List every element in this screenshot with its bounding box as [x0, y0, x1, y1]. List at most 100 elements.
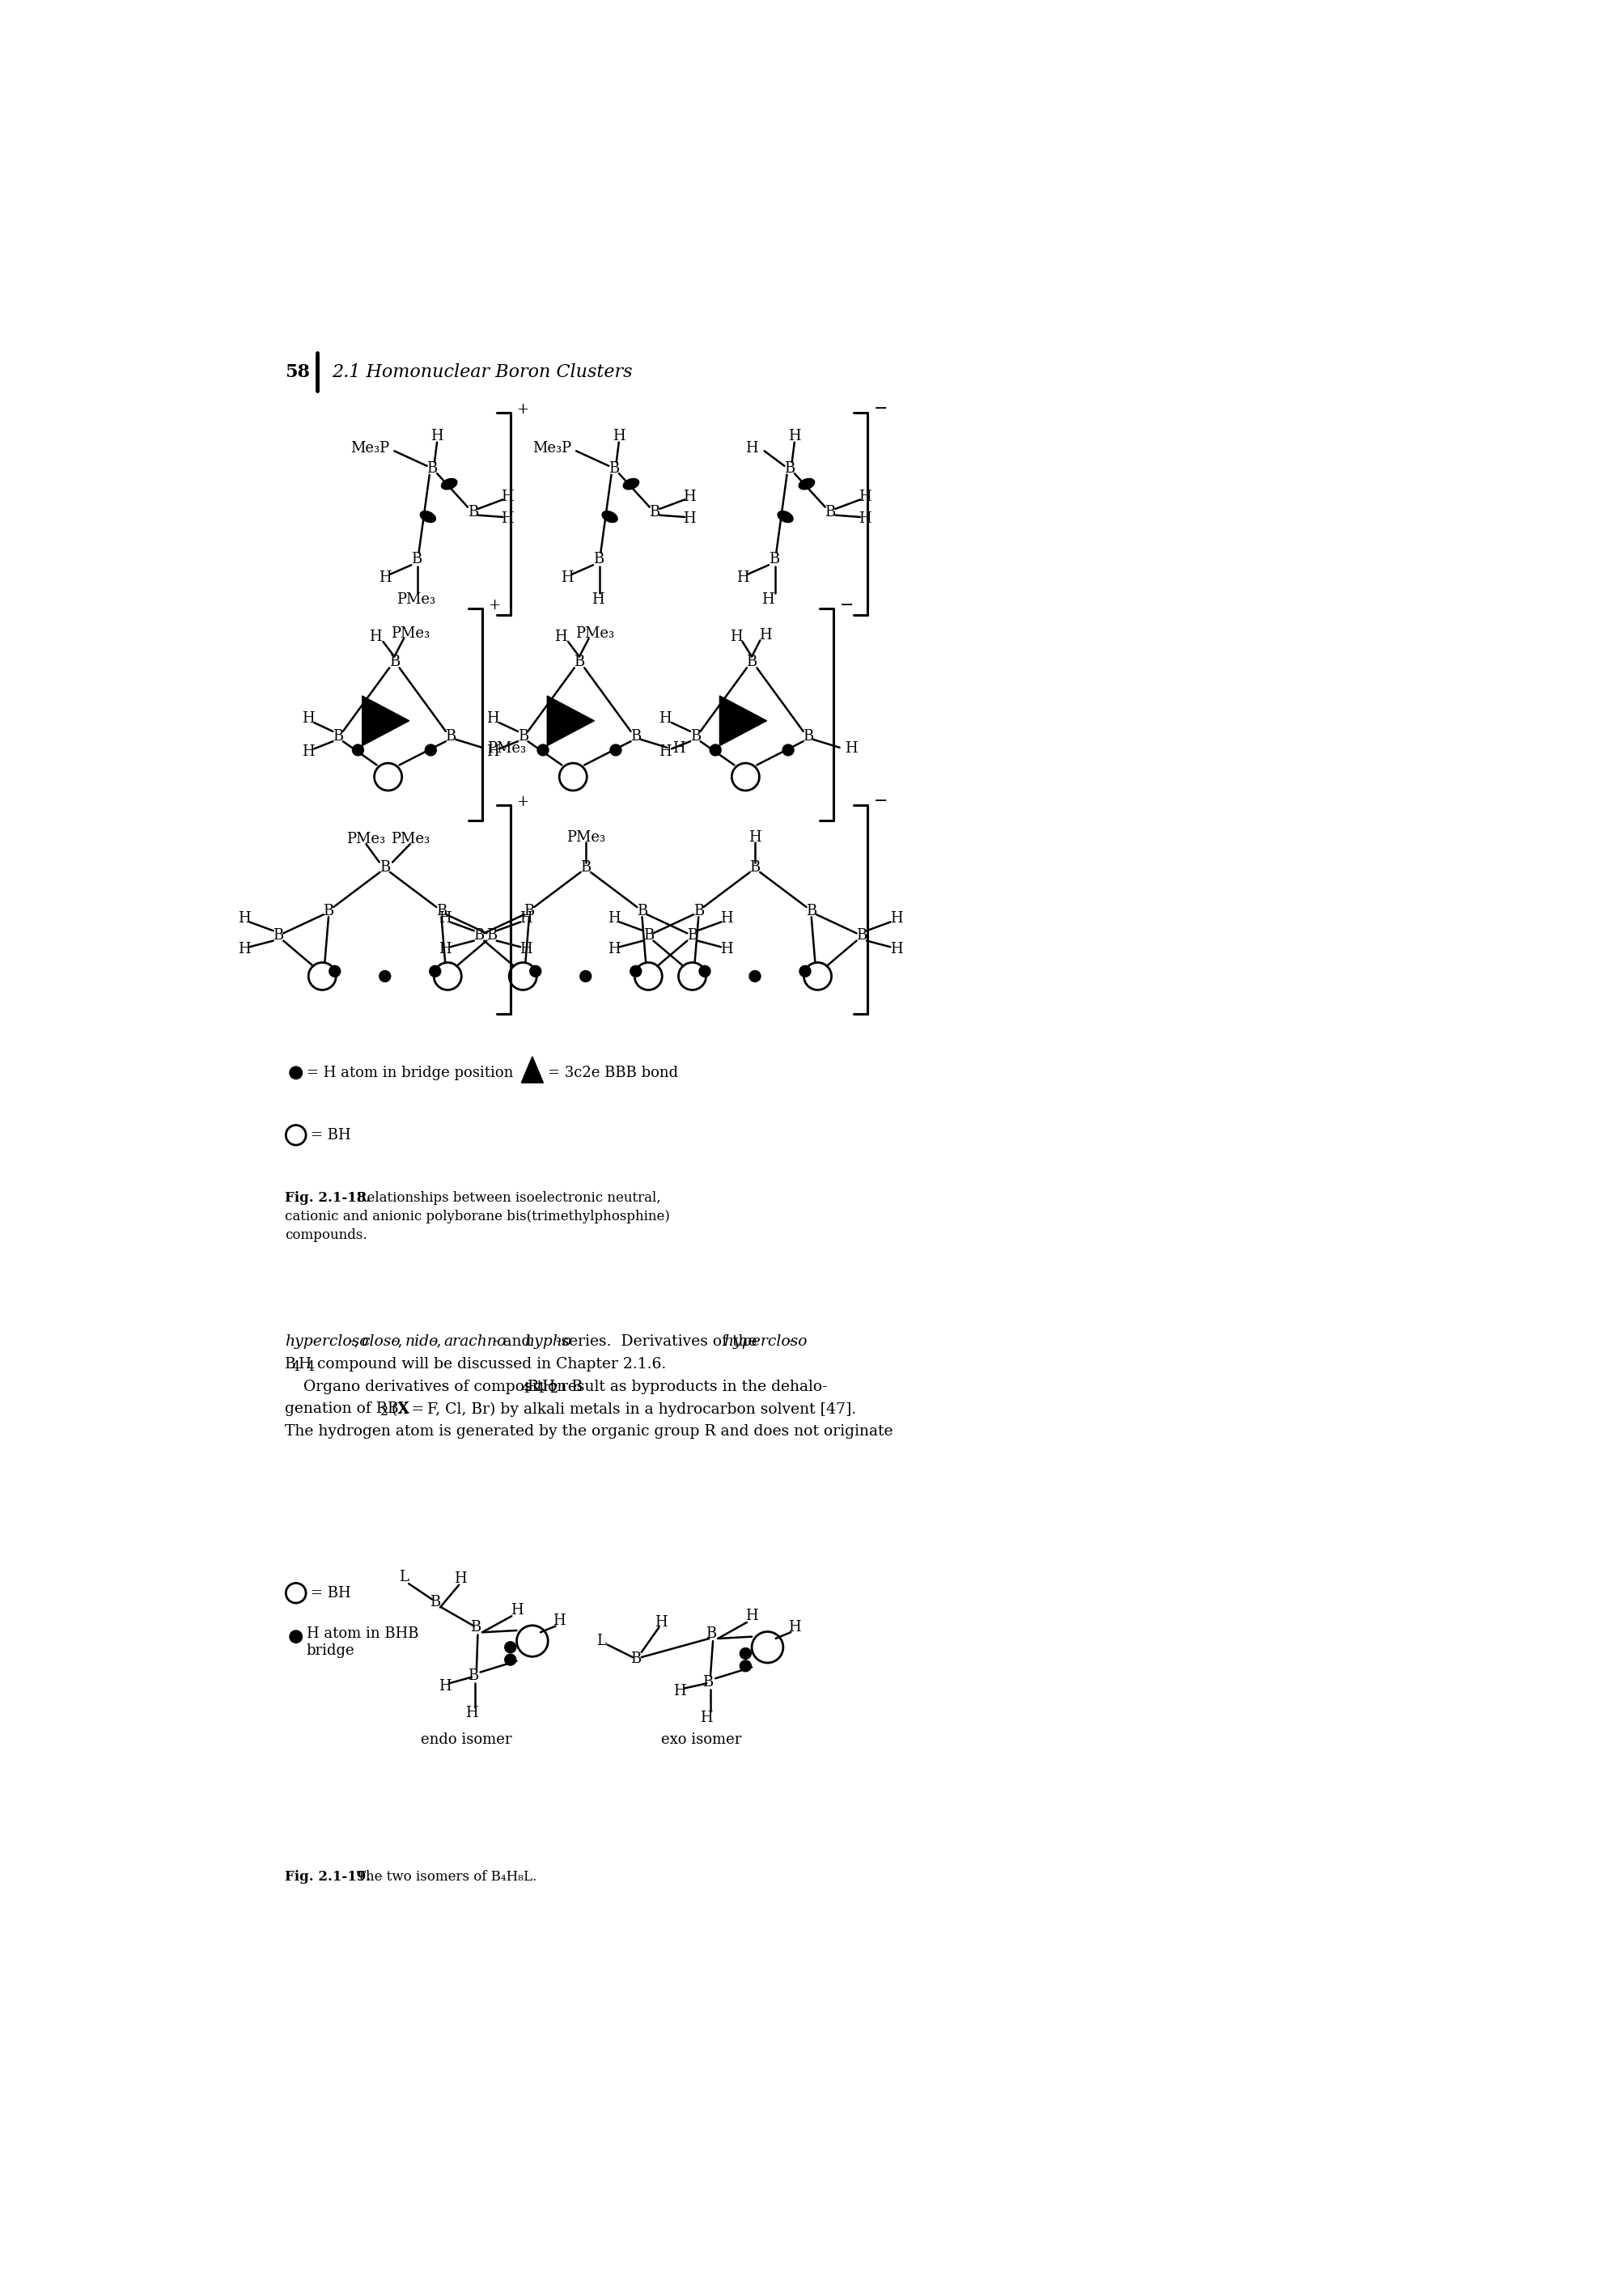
Text: H: H	[736, 571, 749, 585]
Text: PMe₃: PMe₃	[346, 833, 385, 846]
Text: B: B	[471, 1620, 481, 1636]
Text: H: H	[302, 711, 313, 727]
Text: H: H	[486, 746, 499, 759]
Text: H: H	[591, 592, 604, 606]
Text: H: H	[659, 746, 671, 759]
Text: −: −	[840, 599, 853, 612]
Ellipse shape	[421, 512, 435, 523]
Text: result as byproducts in the dehalo-: result as byproducts in the dehalo-	[555, 1379, 827, 1395]
Text: B: B	[284, 1358, 296, 1372]
Text: B: B	[427, 461, 437, 475]
Text: hypho: hypho	[525, 1335, 572, 1349]
Circle shape	[538, 746, 549, 755]
Circle shape	[425, 746, 437, 755]
Polygon shape	[362, 695, 409, 746]
Text: H: H	[438, 911, 450, 924]
Text: H: H	[659, 711, 671, 727]
Text: -,: -,	[430, 1335, 447, 1349]
Text: H: H	[682, 489, 695, 505]
Text: B: B	[380, 860, 390, 874]
Text: B: B	[593, 551, 603, 567]
Text: Relationships between isoelectronic neutral,: Relationships between isoelectronic neut…	[357, 1191, 661, 1204]
Text: H: H	[438, 1679, 450, 1693]
Text: PMe₃: PMe₃	[390, 833, 429, 846]
Text: 58: 58	[284, 362, 310, 381]
Ellipse shape	[799, 479, 814, 489]
Circle shape	[710, 746, 721, 755]
Text: H: H	[554, 629, 567, 645]
Text: H: H	[520, 911, 533, 924]
Polygon shape	[547, 695, 594, 746]
Text: genation of RBX: genation of RBX	[284, 1402, 409, 1415]
Text: B: B	[468, 1668, 477, 1684]
Text: B: B	[690, 729, 700, 743]
Text: H: H	[760, 592, 773, 606]
Text: - and: - and	[492, 1335, 536, 1349]
Circle shape	[529, 966, 541, 977]
Text: H: H	[745, 1608, 758, 1624]
Text: -,: -,	[349, 1335, 364, 1349]
Text: cationic and anionic polyborane bis(trimethylphosphine): cationic and anionic polyborane bis(trim…	[284, 1209, 669, 1223]
Text: R: R	[528, 1379, 539, 1395]
Text: H: H	[453, 1571, 466, 1585]
Text: The hydrogen atom is generated by the organic group R and does not originate: The hydrogen atom is generated by the or…	[284, 1425, 892, 1438]
Text: Fig. 2.1-19.: Fig. 2.1-19.	[284, 1870, 370, 1883]
Text: B: B	[630, 1652, 641, 1665]
Text: H: H	[700, 1711, 713, 1725]
Text: B: B	[745, 654, 757, 670]
Text: endo isomer: endo isomer	[421, 1732, 512, 1746]
Text: H: H	[237, 911, 250, 924]
Text: exo isomer: exo isomer	[661, 1732, 742, 1746]
Text: H: H	[500, 489, 513, 505]
Text: B: B	[430, 1594, 440, 1610]
Text: B: B	[323, 904, 333, 918]
Text: B: B	[573, 654, 585, 670]
Text: B: B	[802, 729, 814, 743]
Text: H: H	[302, 746, 313, 759]
Circle shape	[783, 746, 794, 755]
Text: L: L	[400, 1569, 408, 1585]
Text: 4: 4	[536, 1383, 544, 1397]
Text: 2.1 Homonuclear Boron Clusters: 2.1 Homonuclear Boron Clusters	[331, 362, 632, 381]
Text: +: +	[516, 794, 528, 810]
Text: H: H	[890, 911, 901, 924]
Polygon shape	[521, 1058, 542, 1083]
Circle shape	[630, 966, 641, 977]
Ellipse shape	[624, 479, 638, 489]
Circle shape	[378, 970, 390, 982]
Text: H: H	[486, 711, 499, 727]
Text: H: H	[510, 1604, 523, 1617]
Text: (X = F, Cl, Br) by alkali metals in a hydrocarbon solvent [47].: (X = F, Cl, Br) by alkali metals in a hy…	[387, 1402, 856, 1415]
Text: B: B	[474, 929, 484, 943]
Text: H: H	[745, 440, 758, 457]
Circle shape	[580, 970, 591, 982]
Text: H: H	[464, 1707, 477, 1720]
Text: H: H	[749, 830, 762, 844]
Text: H: H	[500, 512, 513, 525]
Text: B: B	[705, 1626, 716, 1640]
Ellipse shape	[778, 512, 793, 523]
Text: PMe₃: PMe₃	[487, 741, 526, 757]
Text: = 3c2e BBB bond: = 3c2e BBB bond	[547, 1064, 679, 1080]
Text: B: B	[388, 654, 400, 670]
Text: PMe₃: PMe₃	[396, 592, 435, 606]
Text: arachno: arachno	[443, 1335, 507, 1349]
Text: B: B	[609, 461, 619, 475]
Text: H: H	[378, 571, 391, 585]
Text: H atom in BHB: H atom in BHB	[307, 1626, 419, 1640]
Text: 4: 4	[292, 1360, 300, 1374]
Text: compounds.: compounds.	[284, 1230, 367, 1243]
Text: B: B	[273, 929, 284, 943]
Text: B: B	[784, 461, 794, 475]
Text: = BH: = BH	[310, 1585, 351, 1601]
Text: B: B	[486, 929, 497, 943]
Text: B: B	[749, 860, 760, 874]
Text: 2: 2	[549, 1383, 557, 1397]
Text: closo: closo	[361, 1335, 400, 1349]
Text: B: B	[411, 551, 422, 567]
Text: H: H	[788, 429, 801, 443]
Text: B: B	[650, 505, 659, 518]
Text: hypercloso: hypercloso	[284, 1335, 369, 1349]
Text: H: H	[607, 943, 620, 957]
Text: B: B	[825, 505, 835, 518]
